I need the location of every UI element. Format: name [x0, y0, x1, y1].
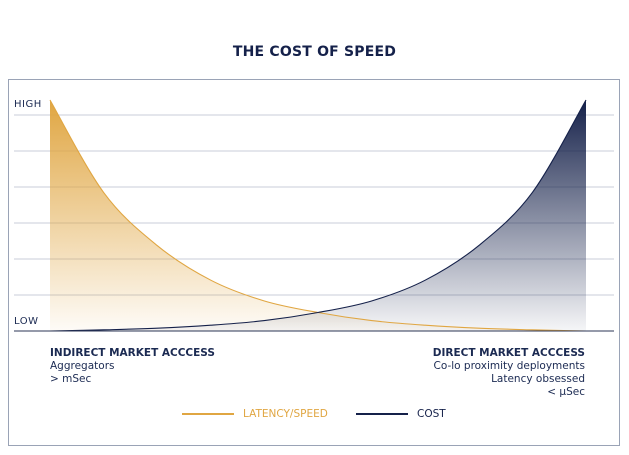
x-caption-indirect-heading: INDIRECT MARKET ACCCESS [50, 347, 215, 359]
x-caption-direct-line: Latency obsessed [491, 373, 585, 385]
series-areas [50, 100, 586, 331]
legend-item-latency: LATENCY/SPEED [182, 408, 328, 420]
x-caption-direct-line: Co-lo proximity deployments [433, 360, 586, 372]
x-caption-indirect-line: > mSec [50, 373, 92, 385]
x-caption-direct-heading: DIRECT MARKET ACCCESS [432, 347, 585, 359]
legend-swatch-latency [182, 413, 234, 415]
legend-label-cost: COST [417, 408, 446, 420]
y-tick-high: HIGH [14, 99, 42, 110]
series-area-cost [50, 100, 586, 331]
series-line-cost [49, 99, 587, 332]
series-line-latency [49, 99, 587, 332]
y-tick-low: LOW [14, 316, 39, 327]
series-area-latency [50, 100, 586, 331]
chart-frame [8, 79, 620, 446]
legend-swatch-cost [356, 413, 408, 415]
series-lines [49, 99, 587, 332]
legend-label-latency: LATENCY/SPEED [243, 408, 328, 420]
x-caption-indirect: INDIRECT MARKET ACCCESS Aggregators > mS… [50, 347, 215, 386]
x-caption-direct-line: < µSec [547, 386, 585, 398]
x-caption-indirect-line: Aggregators [50, 360, 115, 372]
x-caption-direct: DIRECT MARKET ACCCESS Co-lo proximity de… [433, 347, 585, 399]
legend-item-cost: COST [356, 408, 446, 420]
chart-title: THE COST OF SPEED [232, 44, 397, 60]
